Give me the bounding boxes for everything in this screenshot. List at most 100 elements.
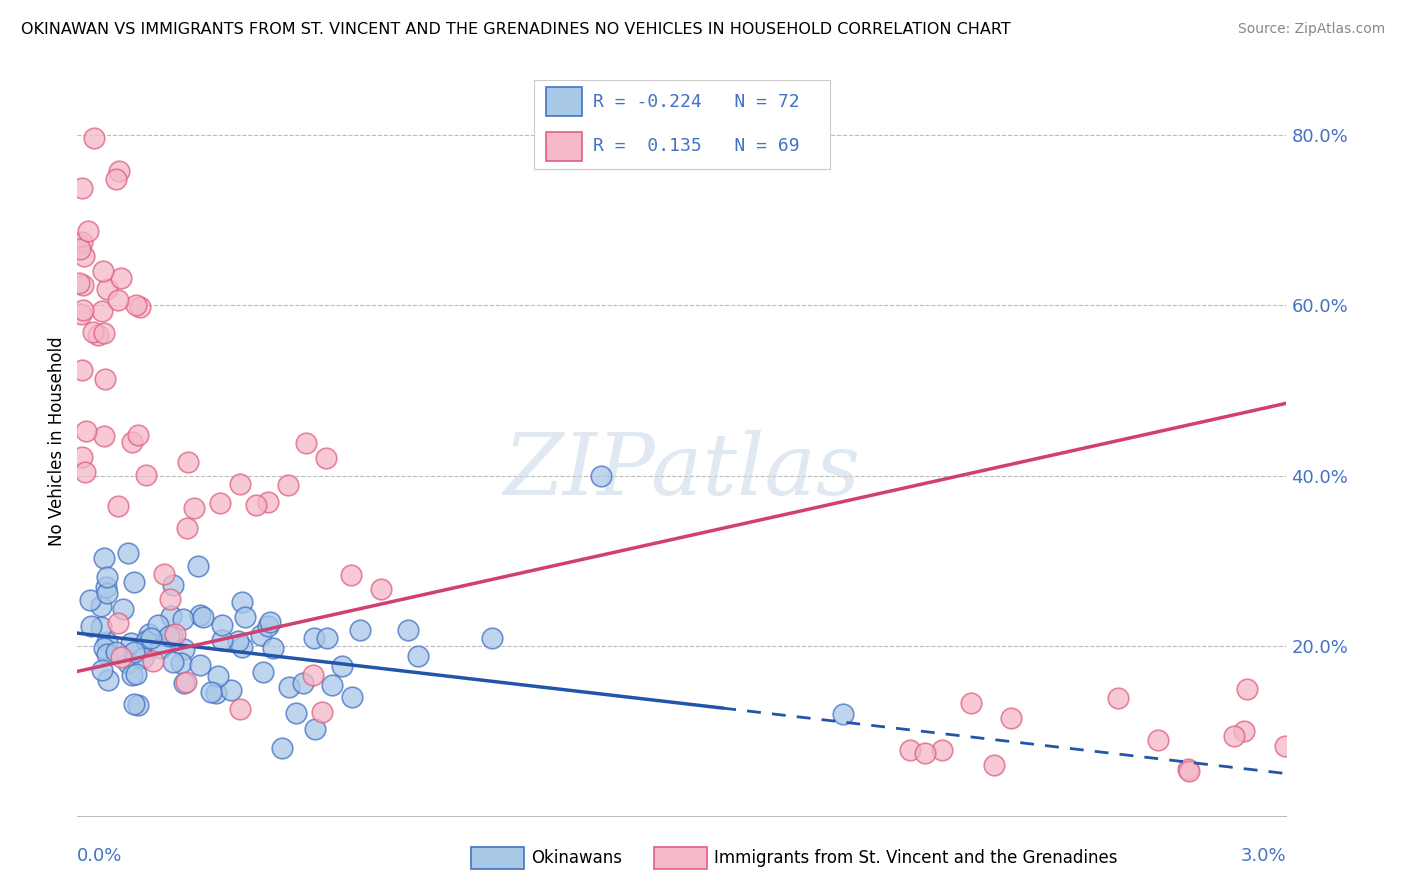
- Point: [82, 325, 104, 339]
- Point: [97, 673, 120, 687]
- Point: [96, 580, 118, 594]
- Point: [83, 130, 105, 145]
- Point: [90, 599, 112, 614]
- Point: [93, 326, 115, 340]
- Point: [271, 741, 294, 756]
- Point: [173, 675, 195, 690]
- Point: [141, 631, 163, 645]
- Point: [79, 593, 101, 607]
- Point: [160, 628, 183, 642]
- Point: [285, 706, 308, 720]
- Point: [80, 619, 103, 633]
- Point: [70, 180, 93, 194]
- Point: [124, 697, 146, 711]
- Point: [120, 635, 142, 649]
- Point: [159, 591, 181, 606]
- Point: [1177, 762, 1199, 776]
- Bar: [546, 87, 582, 116]
- Point: [110, 650, 132, 665]
- Point: [125, 298, 148, 312]
- Point: [177, 454, 200, 468]
- Point: [127, 428, 149, 442]
- Point: [104, 172, 127, 186]
- Point: [226, 633, 249, 648]
- Point: [257, 619, 280, 633]
- Point: [211, 633, 233, 648]
- Point: [108, 164, 131, 178]
- Point: [301, 668, 323, 682]
- Point: [1274, 739, 1296, 753]
- Point: [131, 651, 153, 665]
- Point: [183, 501, 205, 516]
- Point: [960, 696, 983, 710]
- Point: [72, 303, 94, 318]
- Point: [233, 609, 256, 624]
- Point: [69, 307, 91, 321]
- Point: [110, 271, 132, 285]
- Point: [170, 656, 193, 670]
- Point: [398, 623, 420, 637]
- Point: [832, 706, 855, 721]
- Point: [73, 249, 96, 263]
- Point: [914, 746, 936, 760]
- Text: Okinawans: Okinawans: [531, 849, 623, 867]
- Point: [370, 582, 392, 596]
- Point: [87, 327, 110, 342]
- Point: [135, 634, 157, 648]
- Point: [70, 450, 93, 465]
- Point: [259, 615, 281, 629]
- Point: [150, 641, 173, 656]
- Point: [174, 675, 197, 690]
- Point: [931, 742, 953, 756]
- Point: [90, 620, 112, 634]
- Point: [96, 570, 118, 584]
- Point: [315, 450, 337, 465]
- Point: [278, 680, 301, 694]
- Point: [406, 649, 429, 664]
- Point: [157, 629, 180, 643]
- Point: [107, 499, 129, 513]
- Point: [1222, 729, 1244, 743]
- Point: [162, 578, 184, 592]
- Point: [91, 663, 114, 677]
- Point: [107, 616, 129, 631]
- Point: [93, 551, 115, 566]
- Point: [277, 478, 299, 492]
- Point: [124, 574, 146, 589]
- Y-axis label: No Vehicles in Household: No Vehicles in Household: [48, 336, 66, 547]
- Point: [96, 281, 118, 295]
- Point: [127, 698, 149, 712]
- Point: [93, 641, 115, 656]
- Point: [1233, 724, 1256, 739]
- Point: [112, 601, 135, 615]
- Point: [231, 595, 253, 609]
- Point: [77, 224, 100, 238]
- Point: [249, 628, 271, 642]
- Point: [191, 609, 214, 624]
- Point: [94, 371, 117, 385]
- Point: [1178, 764, 1201, 779]
- Point: [107, 293, 129, 307]
- Point: [302, 632, 325, 646]
- Point: [1236, 681, 1258, 696]
- Point: [129, 300, 152, 314]
- Point: [349, 624, 371, 638]
- Bar: [546, 132, 582, 161]
- Point: [162, 655, 184, 669]
- Point: [72, 277, 94, 292]
- Point: [117, 656, 139, 670]
- Point: [262, 641, 284, 656]
- Point: [187, 559, 209, 574]
- Point: [211, 618, 233, 632]
- Point: [207, 669, 229, 683]
- Point: [160, 608, 183, 623]
- Point: [96, 635, 118, 649]
- Point: [70, 363, 93, 377]
- Point: [75, 424, 97, 438]
- Point: [231, 640, 253, 655]
- Point: [146, 618, 169, 632]
- Point: [321, 678, 343, 692]
- Point: [117, 546, 139, 560]
- Text: 0.0%: 0.0%: [77, 847, 122, 864]
- Point: [173, 642, 195, 657]
